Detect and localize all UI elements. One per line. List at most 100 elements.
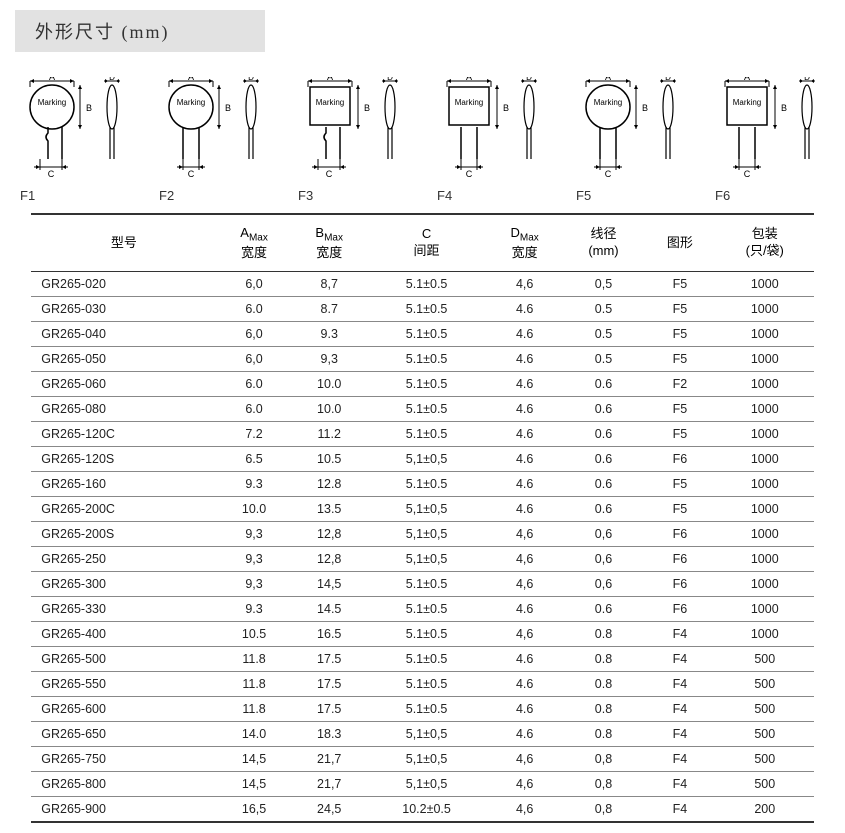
table-cell: 1000 — [716, 622, 814, 647]
table-cell: 6.5 — [216, 447, 291, 472]
svg-text:B: B — [225, 103, 231, 113]
svg-text:A: A — [188, 77, 194, 82]
diagram-f3: A Marking B C D F3 — [298, 77, 408, 203]
table-cell: GR265-030 — [31, 297, 216, 322]
table-cell: 4,6 — [486, 622, 563, 647]
diagram-label: F3 — [298, 188, 408, 203]
table-cell: 14.5 — [292, 597, 367, 622]
table-cell: 0.8 — [563, 697, 644, 722]
svg-text:Marking: Marking — [594, 98, 622, 107]
table-cell: 0.8 — [563, 647, 644, 672]
table-cell: GR265-400 — [31, 622, 216, 647]
diagram-f6: A Marking B C D F6 — [715, 77, 825, 203]
table-cell: 4,6 — [486, 522, 563, 547]
table-cell: 12.8 — [292, 472, 367, 497]
table-cell: 10.0 — [292, 397, 367, 422]
table-cell: 16,5 — [216, 797, 291, 823]
column-header: C间距 — [367, 214, 487, 272]
table-row: GR265-0606.010.05.1±0.54.60.6F21000 — [31, 372, 813, 397]
svg-text:Marking: Marking — [455, 98, 483, 107]
svg-text:B: B — [503, 103, 509, 113]
table-cell: 5.1±0.5 — [367, 322, 487, 347]
table-cell: GR265-080 — [31, 397, 216, 422]
table-cell: 12,8 — [292, 547, 367, 572]
table-cell: 6,0 — [216, 347, 291, 372]
table-cell: 5.1±0.5 — [367, 697, 487, 722]
svg-text:D: D — [804, 77, 810, 82]
table-cell: F6 — [644, 547, 716, 572]
table-cell: 500 — [716, 647, 814, 672]
table-cell: 5.1±0.5 — [367, 422, 487, 447]
table-cell: F5 — [644, 272, 716, 297]
table-cell: 10.0 — [292, 372, 367, 397]
table-row: GR265-90016,524,510.2±0.54,60,8F4200 — [31, 797, 813, 823]
table-cell: GR265-200S — [31, 522, 216, 547]
table-cell: F4 — [644, 647, 716, 672]
svg-text:D: D — [248, 77, 254, 82]
table-row: GR265-65014.018.35,1±0,54.60.8F4500 — [31, 722, 813, 747]
table-cell: 5.1±0.5 — [367, 272, 487, 297]
table-cell: 0,8 — [563, 747, 644, 772]
svg-text:D: D — [387, 77, 393, 82]
table-cell: F5 — [644, 347, 716, 372]
table-cell: 0.6 — [563, 497, 644, 522]
table-cell: 1000 — [716, 522, 814, 547]
svg-text:A: A — [466, 77, 472, 82]
svg-text:C: C — [605, 169, 612, 179]
table-cell: 6.0 — [216, 397, 291, 422]
table-row: GR265-80014,521,75,1±0,54,60,8F4500 — [31, 772, 813, 797]
column-header: 线径(mm) — [563, 214, 644, 272]
table-cell: GR265-300 — [31, 572, 216, 597]
table-cell: F4 — [644, 622, 716, 647]
table-row: GR265-75014,521,75,1±0,54,60,8F4500 — [31, 747, 813, 772]
table-cell: GR265-500 — [31, 647, 216, 672]
table-row: GR265-120C7.211.25.1±0.54.60.6F51000 — [31, 422, 813, 447]
table-cell: 1000 — [716, 322, 814, 347]
table-row: GR265-60011.817.55.1±0.54.60.8F4500 — [31, 697, 813, 722]
table-cell: 17.5 — [292, 697, 367, 722]
table-cell: F5 — [644, 297, 716, 322]
column-header: AMax宽度 — [216, 214, 291, 272]
table-row: GR265-40010.516.55.1±0.54,60.8F41000 — [31, 622, 813, 647]
table-cell: 500 — [716, 672, 814, 697]
table-cell: 0.8 — [563, 722, 644, 747]
table-cell: F5 — [644, 322, 716, 347]
diagram-f1: A Marking B C D F1 — [20, 77, 130, 203]
table-cell: 5,1±0,5 — [367, 772, 487, 797]
table-cell: GR265-120C — [31, 422, 216, 447]
table-cell: 5.1±0.5 — [367, 622, 487, 647]
section-title: 外形尺寸 (mm) — [15, 10, 265, 52]
svg-text:C: C — [326, 169, 333, 179]
table-cell: 0.8 — [563, 622, 644, 647]
table-cell: GR265-750 — [31, 747, 216, 772]
table-cell: 0,6 — [563, 572, 644, 597]
table-cell: F2 — [644, 372, 716, 397]
table-cell: GR265-900 — [31, 797, 216, 823]
table-cell: 1000 — [716, 597, 814, 622]
table-cell: 1000 — [716, 347, 814, 372]
diagram-f4: A Marking B C D F4 — [437, 77, 547, 203]
table-cell: 21,7 — [292, 772, 367, 797]
table-cell: 1000 — [716, 447, 814, 472]
table-row: GR265-3309.314.55.1±0.54.60.6F61000 — [31, 597, 813, 622]
table-cell: 5.1±0.5 — [367, 647, 487, 672]
table-cell: 13.5 — [292, 497, 367, 522]
table-cell: 16.5 — [292, 622, 367, 647]
table-cell: GR265-160 — [31, 472, 216, 497]
svg-text:B: B — [781, 103, 787, 113]
table-row: GR265-200C10.013.55,1±0,54.60.6F51000 — [31, 497, 813, 522]
table-cell: 10.0 — [216, 497, 291, 522]
table-cell: 4,6 — [486, 547, 563, 572]
table-cell: 11.8 — [216, 647, 291, 672]
table-row: GR265-2509,312,85,1±0,54,60,6F61000 — [31, 547, 813, 572]
table-cell: 12,8 — [292, 522, 367, 547]
table-cell: 10.2±0.5 — [367, 797, 487, 823]
table-cell: 8,7 — [292, 272, 367, 297]
table-cell: 4.6 — [486, 697, 563, 722]
table-cell: 9.3 — [216, 472, 291, 497]
svg-text:B: B — [86, 103, 92, 113]
table-cell: F4 — [644, 797, 716, 823]
table-cell: 11.2 — [292, 422, 367, 447]
table-row: GR265-0206,08,75.1±0.54,60,5F51000 — [31, 272, 813, 297]
table-row: GR265-0506,09,35.1±0.54.60.5F51000 — [31, 347, 813, 372]
